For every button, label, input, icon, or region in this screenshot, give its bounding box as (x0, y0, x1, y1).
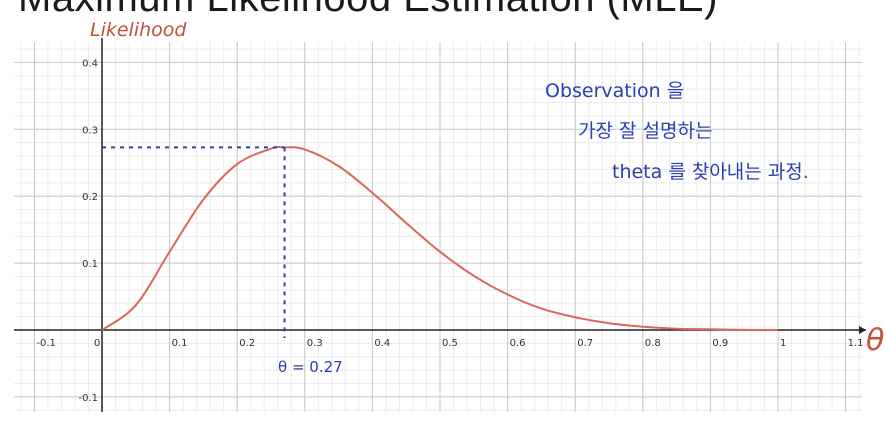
x-tick-label: 0.3 (307, 338, 323, 349)
y-tick-label: 0.2 (82, 192, 98, 203)
y-axis-label: Likelihood (90, 19, 187, 41)
x-tick-label: 1.1 (848, 338, 864, 349)
note-line-1: Observation 을 (545, 80, 684, 102)
theta-estimate-label: θ = 0.27 (278, 358, 343, 376)
minor-gridlines (14, 42, 862, 412)
y-tick-label: -0.1 (78, 393, 98, 404)
y-tick-label: 0.3 (82, 125, 98, 136)
x-tick-label: 0.9 (712, 338, 728, 349)
y-tick-label: 0.4 (82, 58, 98, 69)
page-title: Maximum Likelihood Estimation (MLE) (18, 0, 718, 21)
x-tick-label: 0.8 (645, 338, 661, 349)
x-tick-label: 0.6 (510, 338, 526, 349)
y-tick-labels: -0.1 0.1 0.2 0.3 0.4 (78, 58, 98, 404)
x-tick-label: 1 (780, 338, 786, 349)
likelihood-curve (101, 145, 779, 331)
x-tick-label: 0 (94, 338, 100, 349)
note-line-3: theta 를 찾아내는 과정. (612, 161, 809, 183)
peak-markers (102, 146, 286, 338)
y-tick-label: 0.1 (82, 259, 98, 270)
annotation-layer: Likelihood θ θ = 0.27 Observation 을 가장 잘… (90, 19, 884, 376)
x-tick-label: -0.1 (36, 338, 56, 349)
x-axis-label: θ (866, 323, 884, 358)
x-tick-label: 0.2 (239, 338, 255, 349)
note-line-2: 가장 잘 설명하는 (578, 120, 712, 142)
x-axis-arrow-icon (859, 326, 866, 334)
series-layer (101, 145, 779, 331)
x-tick-label: 0.4 (374, 338, 390, 349)
x-tick-label: 0.7 (577, 338, 593, 349)
x-tick-label: 0.1 (172, 338, 188, 349)
x-tick-labels: -0.1 0 0.1 0.2 0.3 0.4 0.5 0.6 0.7 0.8 0.9 1 1.1 (36, 338, 863, 349)
x-tick-label: 0.5 (442, 338, 458, 349)
